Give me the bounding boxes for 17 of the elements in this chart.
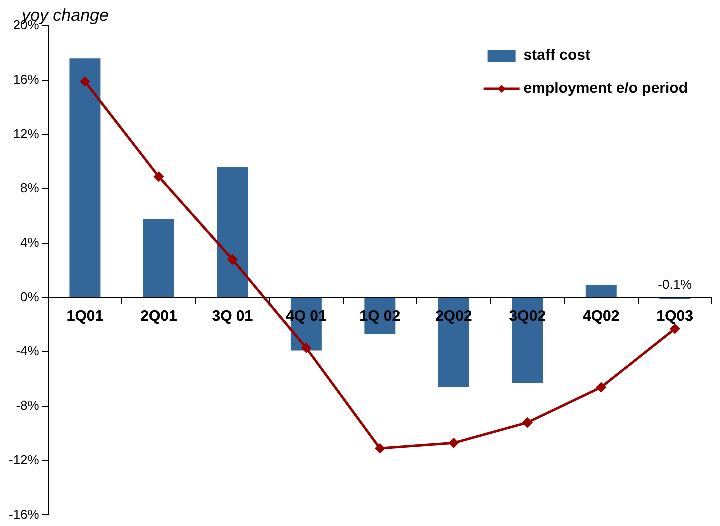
y-tick-label: -16% (8, 506, 40, 522)
y-tick-label: 4% (20, 235, 40, 250)
x-tick-label: 4Q02 (583, 308, 620, 325)
y-tick-label: -4% (16, 344, 40, 359)
legend-label: employment e/o period (524, 80, 688, 98)
y-tick-label: 12% (13, 126, 40, 142)
x-tick-label: 2Q01 (140, 308, 178, 325)
data-label: -0.1% (658, 276, 693, 292)
y-tick-label: -8% (16, 398, 40, 414)
y-tick-label: 0% (20, 289, 40, 304)
y-tick-label: 8% (20, 180, 40, 196)
y-tick-label: 16% (13, 72, 40, 87)
x-tick-label: 1Q03 (656, 308, 694, 325)
y-tick-label: -12% (8, 452, 40, 468)
legend-label: staff cost (524, 47, 590, 64)
x-tick-label: 3Q 01 (212, 308, 254, 325)
x-tick-label: 1Q01 (66, 308, 104, 325)
